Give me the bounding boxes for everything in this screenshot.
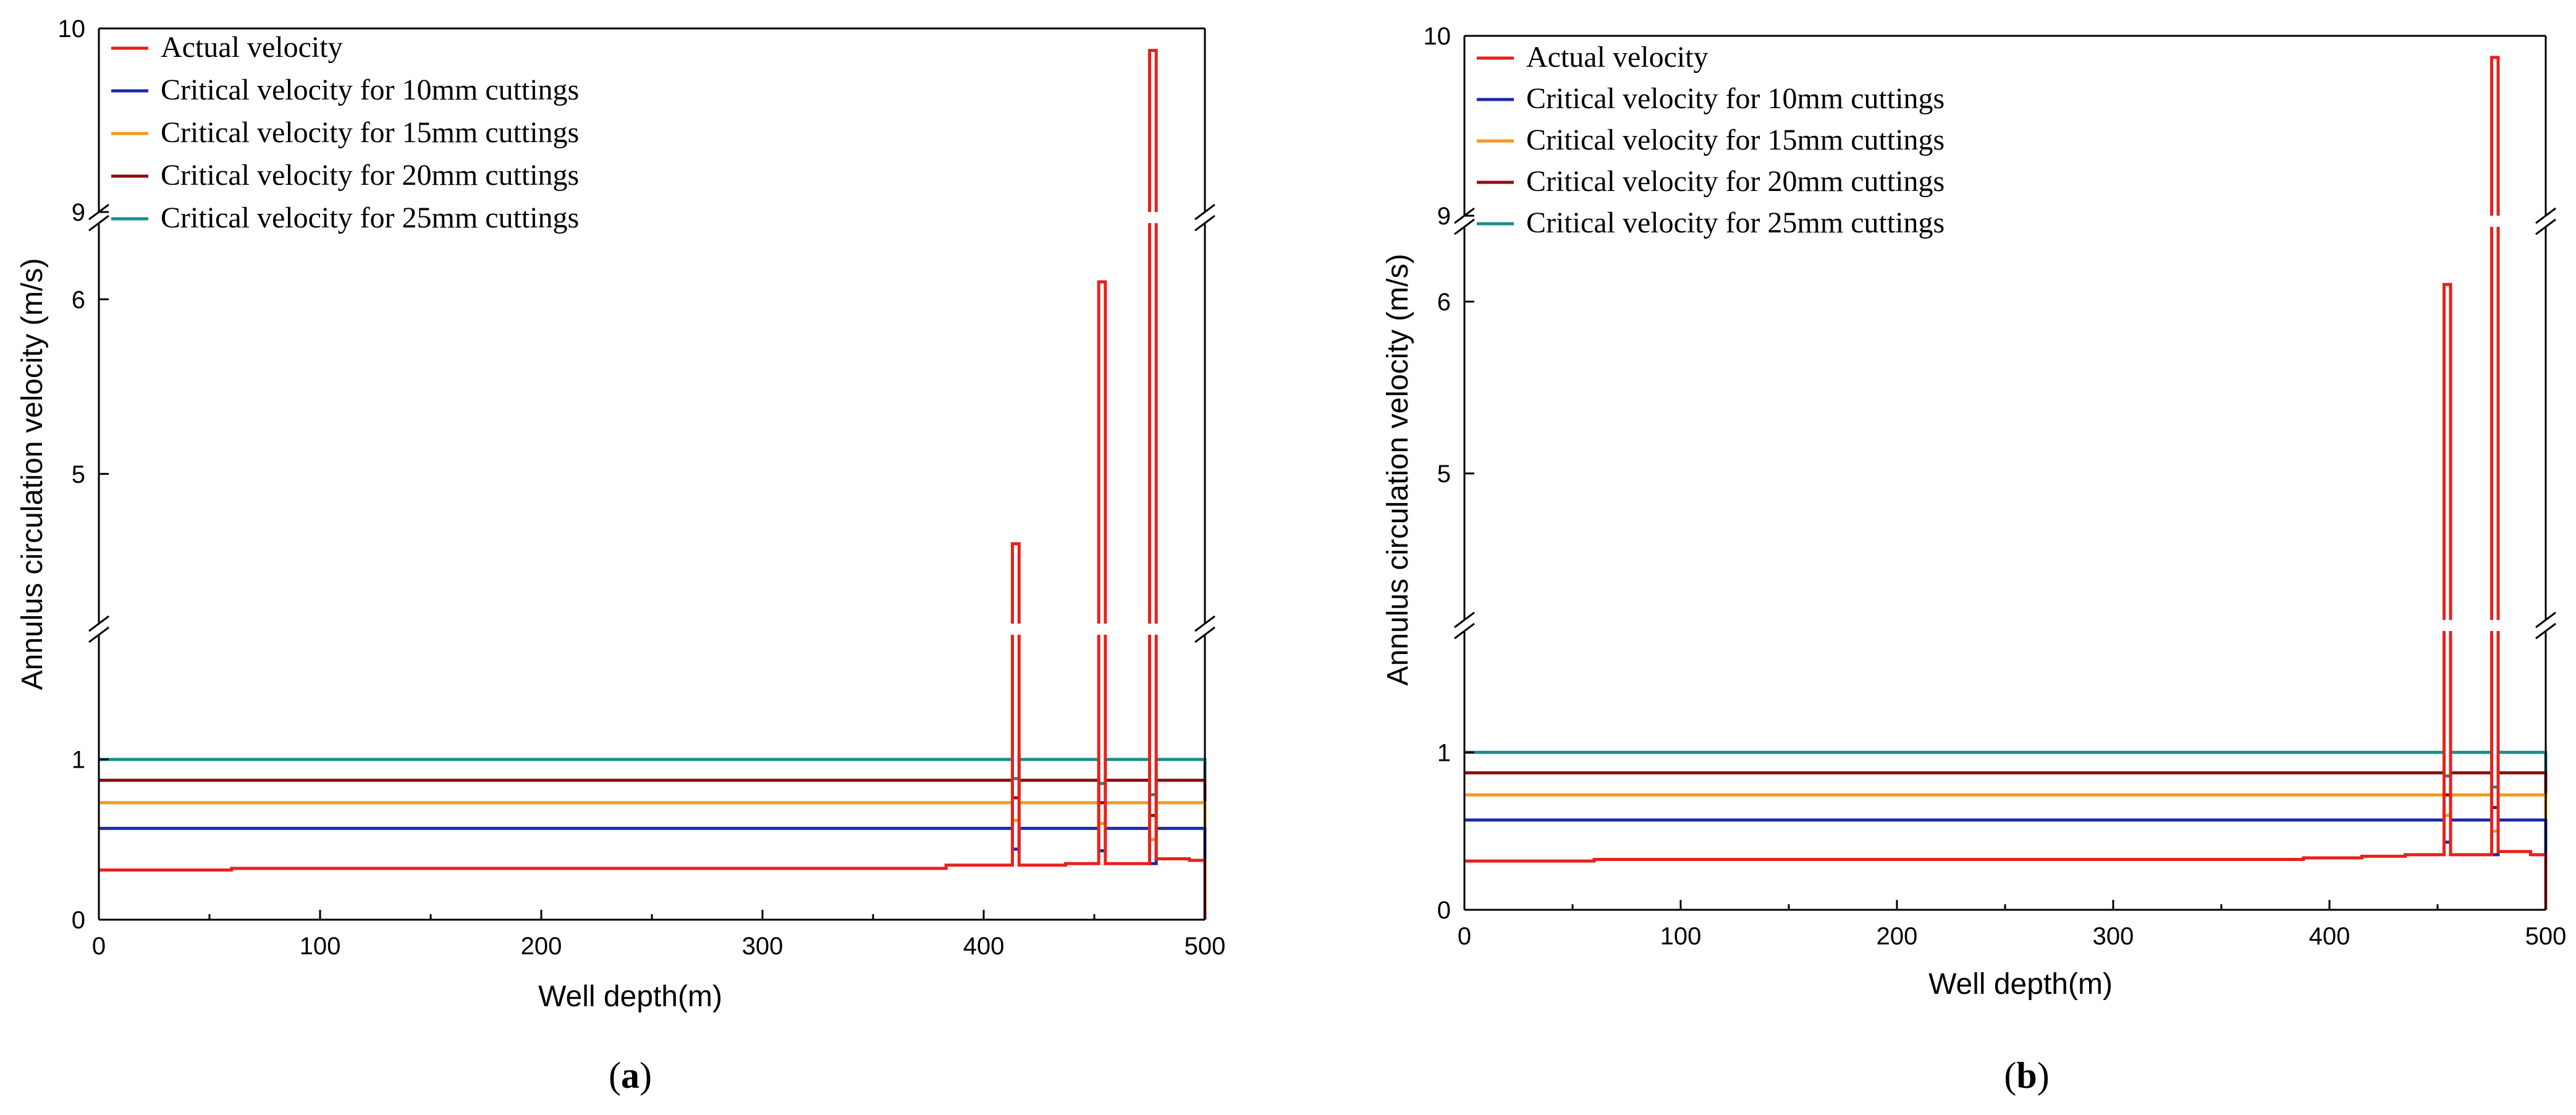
series-line-a-c10 <box>99 826 1207 920</box>
x-axis-title-text-a: Well depth <box>538 980 678 1013</box>
x-tick-label-a-0: 0 <box>92 933 106 960</box>
y-tick-label-a-6: 6 <box>72 286 85 313</box>
axis-break-mark-b-0-1-1 <box>2535 622 2556 640</box>
legend-item-b-c20: Critical velocity for 20mm cuttings <box>1477 165 1945 198</box>
x-tick-label-b-200: 200 <box>1877 923 1918 950</box>
x-axis-title-unit-b: (m) <box>2068 968 2113 1001</box>
series-line-b-actual <box>1464 56 2548 910</box>
legend-label-a-c25: Critical velocity for 25mm cuttings <box>161 201 579 234</box>
y-tick-label-b-6: 6 <box>1437 289 1451 316</box>
axis-break-mark-b-0-1-0 <box>2535 611 2556 629</box>
legend-label-a-c15: Critical velocity for 15mm cuttings <box>161 116 579 149</box>
panel-letter-b: b <box>2016 1055 2037 1096</box>
legend-item-b-actual: Actual velocity <box>1477 41 1708 74</box>
legend-label-b-c15: Critical velocity for 15mm cuttings <box>1526 124 1945 156</box>
series-line-a-c25 <box>99 758 1207 920</box>
legend-a: Actual velocity Critical velocity for 10m… <box>111 31 579 234</box>
x-axis-title-a: Well depth(m) <box>538 980 722 1013</box>
series-group-a <box>99 49 1207 920</box>
axis-break-gap-a-0 <box>91 624 1212 635</box>
y-tick-label-b-1: 1 <box>1437 739 1451 766</box>
legend-item-a-actual: Actual velocity <box>111 31 343 64</box>
axis-break-mark-b-1-1-0 <box>2535 207 2556 224</box>
y-tick-label-a-9: 9 <box>72 199 85 226</box>
panel-label-b: (b) <box>2004 1055 2049 1096</box>
axis-break-mark-a-0-1-0 <box>1194 615 1215 632</box>
y-tick-label-a-1: 1 <box>72 747 85 774</box>
axis-break-mark-b-1-1-1 <box>2535 218 2556 235</box>
y-tick-label-b-9: 9 <box>1437 203 1451 230</box>
y-tick-label-a-5: 5 <box>72 461 85 488</box>
y-axis-title-a: Annulus circulation velocity (m/s) <box>16 258 49 690</box>
legend-label-b-c10: Critical velocity for 10mm cuttings <box>1526 82 1945 115</box>
y-axis-title-b: Annulus circulation velocity (m/s) <box>1382 254 1414 686</box>
chart-panel-a: 0 100 200 300 400 500 0 1 5 6 9 10 Well depth(m) Annu… <box>16 15 1226 1096</box>
x-tick-label-b-400: 400 <box>2309 923 2350 950</box>
legend-label-a-c10: Critical velocity for 10mm cuttings <box>161 74 579 106</box>
x-tick-label-b-500: 500 <box>2525 923 2567 950</box>
legend-label-b-actual: Actual velocity <box>1526 41 1708 74</box>
y-tick-label-b-10: 10 <box>1424 23 1451 50</box>
y-tick-label-a-10: 10 <box>58 15 86 43</box>
legend-b: Actual velocity Critical velocity for 10m… <box>1477 41 1945 239</box>
axis-break-gap-b-1 <box>1457 216 2553 227</box>
y-tick-label-b-0: 0 <box>1437 897 1451 924</box>
axis-break-mark-b-0-0-1 <box>1454 622 1475 640</box>
axis-break-gap-b-0 <box>1457 620 2553 631</box>
axis-break-mark-a-1-1-1 <box>1194 214 1215 232</box>
panel-letter-a: a <box>621 1055 640 1096</box>
x-axis-title-b: Well depth(m) <box>1928 968 2113 1001</box>
x-tick-label-a-500: 500 <box>1185 933 1226 960</box>
series-line-a-c15 <box>99 801 1207 920</box>
panel-label-a: (a) <box>609 1055 652 1096</box>
x-tick-label-b-0: 0 <box>1458 923 1471 950</box>
x-tick-label-a-300: 300 <box>742 933 783 960</box>
x-tick-label-a-100: 100 <box>300 933 341 960</box>
legend-item-a-c10: Critical velocity for 10mm cuttings <box>111 74 579 106</box>
chart-panel-b: 0 100 200 300 400 500 0 1 5 6 9 10 Well depth(m) Annu… <box>1291 0 2576 1115</box>
series-line-b-c10 <box>1464 818 2548 910</box>
axis-break-gap-a-1 <box>91 212 1212 223</box>
series-group-b <box>1464 56 2548 910</box>
legend-label-b-c20: Critical velocity for 20mm cuttings <box>1526 165 1945 198</box>
legend-label-a-c20: Critical velocity for 20mm cuttings <box>161 159 579 192</box>
legend-item-a-c25: Critical velocity for 25mm cuttings <box>111 201 579 234</box>
axis-break-mark-a-0-0-1 <box>88 626 109 643</box>
axis-break-mark-b-0-0-0 <box>1454 611 1475 629</box>
legend-item-b-c25: Critical velocity for 25mm cuttings <box>1477 206 1945 239</box>
legend-label-b-c25: Critical velocity for 25mm cuttings <box>1526 206 1945 239</box>
legend-item-b-c15: Critical velocity for 15mm cuttings <box>1477 124 1945 156</box>
y-tick-label-b-5: 5 <box>1437 460 1451 488</box>
axes-a: 0 100 200 300 400 500 0 1 5 6 9 10 <box>58 15 1226 960</box>
legend-label-a-actual: Actual velocity <box>161 31 343 64</box>
x-tick-label-a-400: 400 <box>963 933 1005 960</box>
x-tick-label-b-100: 100 <box>1660 923 1702 950</box>
legend-item-a-c20: Critical velocity for 20mm cuttings <box>111 159 579 192</box>
axis-break-mark-a-0-0-0 <box>88 615 109 632</box>
x-tick-label-b-300: 300 <box>2093 923 2134 950</box>
legend-item-b-c10: Critical velocity for 10mm cuttings <box>1477 82 1945 115</box>
chart-b-svg: 0 100 200 300 400 500 0 1 5 6 9 10 Well depth(m) Annu… <box>1382 23 2567 1096</box>
axis-break-mark-a-1-1-0 <box>1194 203 1215 221</box>
axis-break-mark-a-1-0-1 <box>88 214 109 232</box>
series-line-a-actual <box>99 49 1207 920</box>
axis-break-mark-b-1-0-1 <box>1454 218 1475 235</box>
y-tick-label-a-0: 0 <box>72 907 85 934</box>
x-axis-title-unit-a: (m) <box>678 980 722 1013</box>
x-tick-label-a-200: 200 <box>521 933 562 960</box>
legend-item-a-c15: Critical velocity for 15mm cuttings <box>111 116 579 149</box>
series-line-b-c15 <box>1464 793 2548 910</box>
chart-a-svg: 0 100 200 300 400 500 0 1 5 6 9 10 Well depth(m) Annu… <box>16 15 1226 1096</box>
axes-b: 0 100 200 300 400 500 0 1 5 6 9 10 <box>1424 23 2567 950</box>
axis-break-mark-a-0-1-1 <box>1194 626 1215 643</box>
x-axis-title-text-b: Well depth <box>1928 968 2068 1001</box>
series-line-b-c25 <box>1464 750 2548 910</box>
